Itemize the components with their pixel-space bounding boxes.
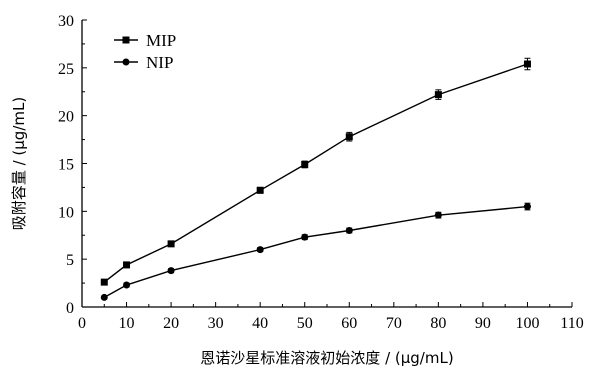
ticks: 0 10 20 30 40 50 60 70 80 90 100 110 0 5 10 15 20 25 30 <box>58 13 584 332</box>
series-line-mip <box>103 63 528 283</box>
legend-entry-nip: NIP <box>114 53 173 72</box>
x-tick-label: 30 <box>208 315 224 332</box>
x-tick-label: 20 <box>163 315 179 332</box>
x-tick-label: 70 <box>386 315 402 332</box>
legend-entry-mip: MIP <box>114 31 176 50</box>
data-point-nip <box>167 267 175 275</box>
x-tick-label: 0 <box>78 315 86 332</box>
x-tick-label: 50 <box>297 315 313 332</box>
data-point-mip <box>523 60 531 68</box>
series-layer <box>100 57 531 301</box>
x-tick-label: 90 <box>475 315 491 332</box>
series-line-nip <box>103 205 528 299</box>
data-point-mip <box>256 186 264 194</box>
x-axis-title: 恩诺沙星标准溶液初始浓度 / (μg/mL) <box>200 349 453 367</box>
x-tick-label: 80 <box>430 315 446 332</box>
data-point-mip <box>100 278 108 286</box>
y-tick-label: 15 <box>58 157 74 174</box>
data-point-mip <box>301 160 309 168</box>
legend-marker <box>122 58 130 66</box>
y-tick-label: 20 <box>58 109 74 126</box>
legend-label: NIP <box>146 53 173 72</box>
y-tick-label: 25 <box>58 61 74 78</box>
legend-marker <box>122 36 130 44</box>
legend: MIP NIP <box>114 31 176 72</box>
x-tick-label: 40 <box>252 315 268 332</box>
y-tick-label: 30 <box>58 13 74 30</box>
data-point-mip <box>345 133 353 141</box>
series-nip <box>100 202 531 301</box>
y-tick-label: 10 <box>58 204 74 221</box>
data-point-mip <box>123 261 131 269</box>
x-tick-label: 100 <box>515 315 539 332</box>
x-tick-label: 60 <box>341 315 357 332</box>
x-tick-label: 10 <box>119 315 135 332</box>
data-point-mip <box>167 240 175 248</box>
data-point-nip <box>434 211 442 219</box>
series-mip <box>100 57 531 286</box>
data-point-nip <box>256 246 264 254</box>
data-point-nip <box>523 203 531 211</box>
y-tick-label: 5 <box>66 252 74 269</box>
y-axis-title: 吸附容量 / (μg/mL) <box>10 97 28 230</box>
data-point-nip <box>301 233 309 241</box>
data-point-nip <box>345 226 353 234</box>
y-tick-label: 0 <box>66 300 74 317</box>
data-point-nip <box>123 281 131 289</box>
x-tick-label: 110 <box>560 315 583 332</box>
legend-label: MIP <box>146 31 176 50</box>
data-point-nip <box>100 293 108 301</box>
data-point-mip <box>434 91 442 99</box>
